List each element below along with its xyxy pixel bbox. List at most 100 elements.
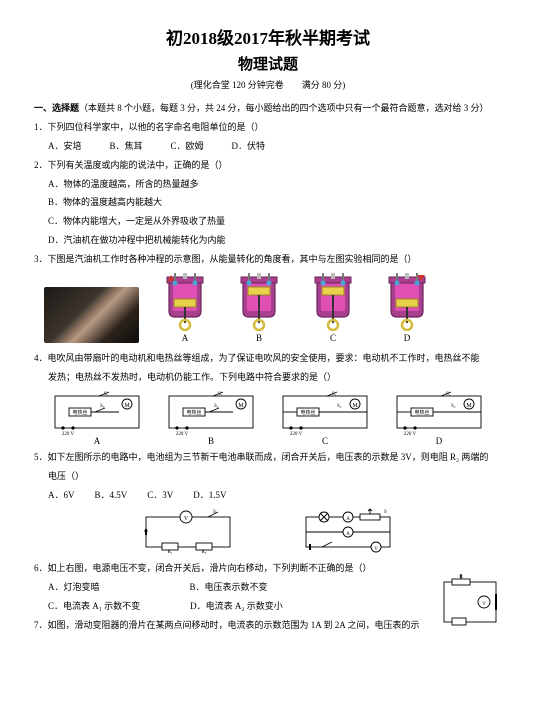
svg-text:S₂: S₂ [451,404,456,409]
svg-text:220 V: 220 V [404,432,417,436]
q2-opt-a: A．物体的温度越高，所含的热量越多 [34,177,502,192]
q3-label-b: B [256,333,262,343]
q4-label-b: B [208,436,214,446]
svg-text:V: V [374,547,378,552]
q2-stem: 2．下列有关温度或内能的说法中，正确的是（） [34,158,502,173]
svg-text:S₂: S₂ [100,404,105,409]
svg-text:S₂: S₂ [337,404,342,409]
q1-opt-c: C．欧姆 [171,139,204,154]
engine-icon [231,273,287,331]
q1-stem: 1．下列四位科学家中，以他的名字命名电阻单位的是（） [34,120,502,135]
q3-text: 3．下图是汽油机工作时各种冲程的示意图，从能量转化的角度看，其中与左图实验相同的… [34,254,408,264]
q5-stem1: 5．如下左图所示的电路中，电池组为三节新干电池串联而成，闭合开关后，电压表的示数… [34,450,502,465]
circuit-icon: M 电热丝 S₁ 220 V S₂ [49,390,145,436]
engine-icon [157,273,213,331]
q3-eng-b: B [231,273,287,343]
exam-page: 初2018级2017年秋半期考试 物理试题 (理化合堂 120 分钟完卷 满分 … [0,0,536,723]
q6-body: A．灯泡变暗 B．电压表示数不变 C．电流表 A₁ 示数不变 D．电流表 A₂ 示数… [34,580,502,637]
svg-text:R₁: R₁ [167,550,172,555]
svg-text:M: M [466,403,472,409]
svg-text:S₁: S₁ [104,392,109,397]
svg-text:A: A [346,517,350,522]
q4-text2: 发热；电热丝不发热时，电动机仍能工作。下列电路中符合要求的是（ [48,372,327,382]
circuit-icon: M 电热丝 S₁ 220 V S₂ [391,390,487,436]
q6-opt-a: A．灯泡变暗 [48,580,100,595]
svg-text:V: V [184,516,189,522]
engine-icon [379,273,435,331]
section-1-rest: （本题共 8 个小题，每题 3 分，共 24 分，每小题给出的四个选项中只有一个… [79,103,489,113]
svg-text:S₁: S₁ [332,392,337,397]
q4-paren: ） [327,372,339,382]
q6-stem: 6．如上右图，电源电压不变，闭合开关后，滑片向右移动，下列判断不正确的是（） [34,561,502,576]
q4-figures: M 电热丝 S₁ 220 V S₂ A M 电热丝 S₁ 220 V S₂ B M 电热丝 S₁ 220 … [34,390,502,446]
q4-circ-b: M 电热丝 S₁ 220 V S₂ B [163,390,259,446]
q4-stem2: 发热；电热丝不发热时，电动机仍能工作。下列电路中符合要求的是（） [34,370,502,385]
q6-opt-b: B．电压表示数不变 [190,580,268,595]
svg-text:M: M [124,403,130,409]
q2-text: 2．下列有关温度或内能的说法中，正确的是（ [34,160,219,170]
engine-icon [305,273,361,331]
q3-photo [44,287,139,343]
q3-paren: ） [408,254,420,264]
q5-stem2: 电压（） [34,469,502,484]
svg-text:220 V: 220 V [62,432,75,436]
q6-opt-d: D．电流表 A₂ 示数变小 [190,599,283,614]
q1-opt-b: B．焦耳 [110,139,143,154]
q4-circ-d: M 电热丝 S₁ 220 V S₂ D [391,390,487,446]
q2-paren: ） [219,160,231,170]
q3-stem: 3．下图是汽油机工作时各种冲程的示意图，从能量转化的角度看，其中与左图实验相同的… [34,252,502,267]
svg-text:220 V: 220 V [290,432,303,436]
svg-text:V: V [482,602,486,607]
q3-eng-d: D [379,273,435,343]
circuit-q5-right: AAVS [298,507,398,555]
q7-stem: 7．如图，滑动变阻器的滑片在某两点间移动时，电流表的示数范围为 1A 到 2A … [34,618,438,633]
title-main: 初2018级2017年秋半期考试 [34,24,502,49]
svg-text:S: S [213,510,216,515]
circuit-icon: M 电热丝 S₁ 220 V S₂ [163,390,259,436]
q3-label-c: C [330,333,336,343]
svg-text:S₁: S₁ [446,392,451,397]
q3-label-d: D [404,333,411,343]
q2-opt-c: C．物体内能增大，一定是从外界吸收了热量 [34,214,502,229]
svg-text:220 V: 220 V [176,432,189,436]
q4-label-c: C [322,436,328,446]
svg-text:电热丝: 电热丝 [414,409,429,416]
q3-eng-a: A [157,273,213,343]
q1-opt-a: A．安培 [48,139,82,154]
svg-text:S₁: S₁ [218,392,223,397]
q4-label-a: A [94,436,101,446]
q4-label-d: D [436,436,443,446]
q5-opt-c: C．3V [147,488,173,503]
q3-label-a: A [182,333,189,343]
svg-text:电热丝: 电热丝 [186,409,201,416]
q6-opt-c: C．电流表 A₁ 示数不变 [48,599,140,614]
q5-opt-d: D．1.5V [193,488,226,503]
q6-paren: ） [363,563,375,573]
svg-text:R₂: R₂ [201,550,206,555]
q6-opts: A．灯泡变暗 B．电压表示数不变 C．电流表 A₁ 示数不变 D．电流表 A₂ 示数… [34,580,438,637]
circuit-q7: RV [438,574,502,628]
q3-eng-c: C [305,273,361,343]
q4-circ-a: M 电热丝 S₁ 220 V S₂ A [49,390,145,446]
svg-text:M: M [352,403,358,409]
q6-text: 6．如上右图，电源电压不变，闭合开关后，滑片向右移动，下列判断不正确的是（ [34,563,363,573]
svg-text:S₂: S₂ [214,404,219,409]
circuit-icon: M电热丝S₁220 VS₂ [277,390,373,436]
q1-text: 1．下列四位科学家中，以他的名字命名电阻单位的是（ [34,122,255,132]
q1-paren: ） [255,122,267,132]
q1-opts: A．安培 B．焦耳 C．欧姆 D．伏特 [34,139,502,154]
svg-text:A: A [346,532,350,537]
q2-opt-b: B．物体的温度越高内能越大 [34,195,502,210]
svg-text:M: M [238,403,244,409]
title-sub: 物理试题 [34,53,502,74]
q4-circ-c: M电热丝S₁220 VS₂C [277,390,373,446]
q5-text2: 电压（ [48,471,75,481]
title-meta: (理化合堂 120 分钟完卷 满分 80 分) [34,78,502,91]
q5-opts: A．6V B．4.5V C．3V D．1.5V [34,488,502,503]
q5-figures: V R₁ R₂ S A A V S [34,507,502,555]
q5-opt-a: A．6V [48,488,75,503]
q5-paren: ） [75,471,87,481]
section-1-bold: 一、选择题 [34,103,79,113]
svg-text:电热丝: 电热丝 [72,409,87,416]
circuit-q5-left: V R₁ R₂ S [138,507,238,555]
